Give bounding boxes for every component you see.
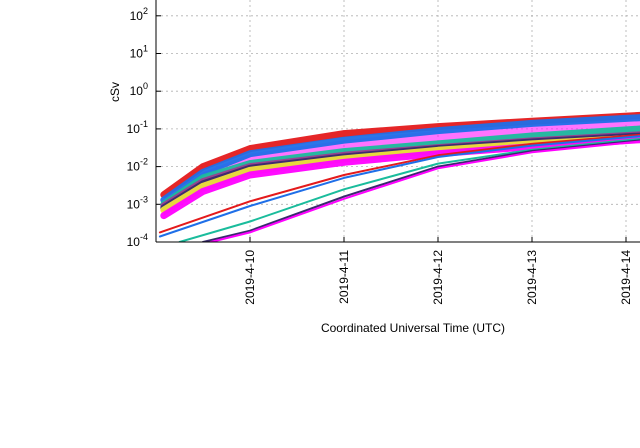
y-tick-base: 10 [130,9,144,23]
y-tick-exponent: -3 [140,194,148,204]
x-tick-label: 2019-4-11 [337,250,351,304]
series-line [178,137,640,242]
chart-axes [155,0,640,243]
y-tick-label: 101 [130,44,148,61]
y-tick-exponent: 1 [143,44,148,54]
x-tick-label: 2019-4-13 [525,250,539,305]
chart-series-group [158,111,640,242]
series-line [158,133,640,234]
y-tick-base: 10 [130,47,144,61]
series-line [160,114,640,204]
x-tick-labels: 2019-4-10 2019-4-11 2019-4-12 2019-4-13 2019… [243,250,633,305]
y-tick-label: 10-1 [127,119,148,136]
y-tick-label: 100 [130,81,148,98]
y-axis-title: cSv [108,82,122,102]
y-tick-exponent: 2 [143,6,148,16]
y-tick-exponent: -1 [140,119,148,129]
x-tick-label: 2019-4-10 [243,250,257,305]
y-tick-exponent: -2 [140,157,148,167]
y-tick-label: 10-2 [127,157,148,174]
y-tick-label: 102 [130,6,148,23]
series-line [209,140,640,242]
y-tick-label: 10-3 [127,194,148,211]
x-tick-label: 2019-4-12 [431,250,445,305]
y-tick-label: 10-4 [127,232,148,249]
series-line [202,139,640,242]
y-tick-exponent: 0 [143,81,148,91]
x-axis-title: Coordinated Universal Time (UTC) [321,321,505,335]
series-line [160,125,640,208]
x-tick-label: 2019-4-14 [619,250,633,305]
y-tick-base: 10 [127,122,141,136]
series-line [158,135,640,238]
y-tick-exponent: -4 [140,232,148,242]
y-tick-base: 10 [127,197,141,211]
y-tick-base: 10 [127,235,141,249]
y-tick-base: 10 [130,84,144,98]
y-tick-base: 10 [127,160,141,174]
